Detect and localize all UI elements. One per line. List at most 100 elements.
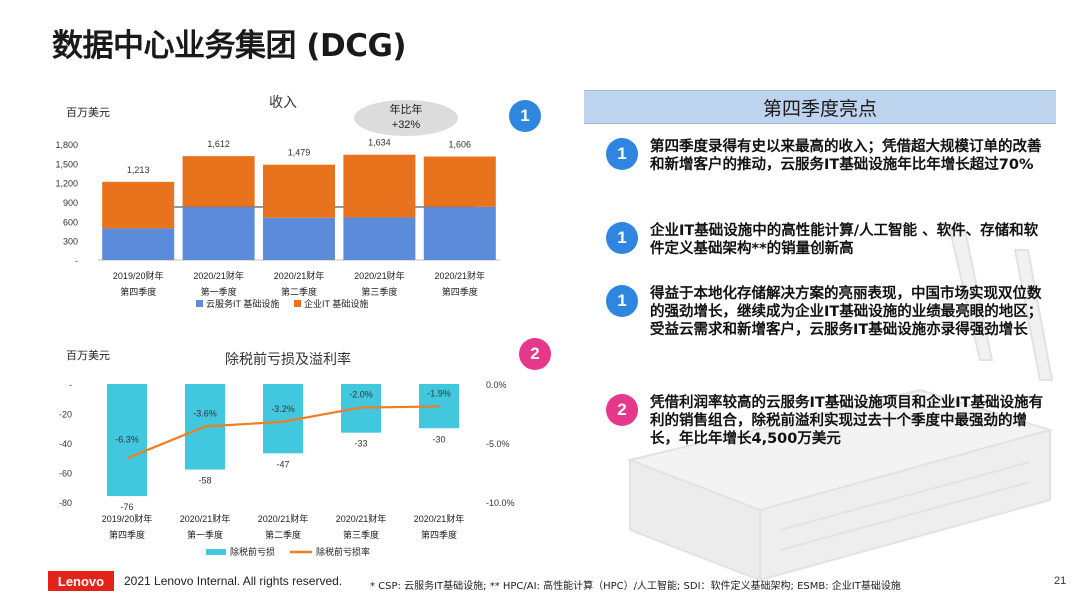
y-tick-label: 1,200 [55, 179, 78, 189]
y-tick-label: 1,500 [55, 159, 78, 169]
legend-label: 云服务IT 基础设施 [206, 298, 279, 309]
x-tick-label: 第二季度 [281, 286, 317, 297]
x-tick-label: 2020/21财年 [336, 513, 387, 524]
highlight-badge: 1 [606, 138, 638, 170]
server-image [626, 229, 1054, 582]
x-tick-label: 2020/21财年 [435, 270, 486, 281]
revenue-bar-segment [102, 181, 175, 229]
pti-chart: 除税前亏损及溢利率 - -20 -40 -60 -80 0.0% -5.0% -10.0% -76… [59, 351, 515, 557]
revenue-bar-segment [343, 217, 416, 260]
y2-tick-label: 0.0% [486, 380, 507, 390]
x-tick-label: 2020/21财年 [193, 270, 244, 281]
page-title: 数据中心业务集团 (DCG) [52, 28, 407, 64]
pti-line-label: -6.3% [115, 434, 139, 444]
legend-label: 除税前亏损 [230, 546, 275, 557]
x-tick-label: 第四季度 [421, 529, 457, 540]
revenue-total-label: 1,479 [288, 148, 311, 158]
pti-bar-label: -76 [120, 502, 133, 512]
footer-copyright: 2021 Lenovo Internal. All rights reserve… [124, 574, 343, 588]
revenue-bar-segment [102, 228, 175, 260]
highlight-text: 凭借利润率较高的云服务IT基础设施项目和企业IT基础设施有利的销售组合，除税前溢… [650, 395, 1044, 447]
pti-bar-label: -58 [198, 476, 211, 486]
revenue-total-label: 1,612 [207, 139, 230, 149]
x-tick-label: 第一季度 [201, 286, 237, 297]
highlight-badge: 2 [606, 394, 638, 426]
pti-badge-2: 2 [519, 338, 551, 370]
revenue-chart: 年比年 +32% 收入 - 300 600 900 1,200 1,500 1,800 1,21… [55, 94, 500, 309]
y-tick-label: 600 [63, 217, 78, 227]
highlight-item: 2 凭借利润率较高的云服务IT基础设施项目和企业IT基础设施有利的销售组合，除税… [606, 394, 1056, 448]
revenue-bar-segment [182, 156, 255, 207]
legend-label: 企业IT 基础设施 [304, 298, 368, 309]
revenue-badge-1: 1 [509, 100, 541, 132]
highlight-text: 得益于本地化存储解决方案的亮丽表现，中国市场实现双位数的强劲增长，继续成为企业I… [650, 286, 1043, 338]
revenue-chart-title: 收入 [269, 94, 297, 110]
pti-margin-line [126, 405, 440, 460]
pti-line-label: -3.2% [271, 404, 295, 414]
legend-swatch [196, 300, 203, 307]
legend-swatch [294, 300, 301, 307]
footer-note: * CSP: 云服务IT基础设施; ** HPC/AI: 高性能计算（HPC）/… [370, 581, 901, 592]
x-tick-label: 第四季度 [120, 286, 156, 297]
y-tick-label: 300 [63, 237, 78, 247]
pti-line-label: -2.0% [349, 390, 373, 400]
x-tick-label: 第三季度 [343, 529, 379, 540]
pti-bar-label: -33 [354, 439, 367, 449]
yoy-oval [354, 100, 458, 136]
highlights-banner: 第四季度亮点 [584, 90, 1056, 124]
x-tick-label: 2019/20财年 [102, 513, 153, 524]
highlight-badge: 1 [606, 285, 638, 317]
pti-bar-label: -47 [276, 459, 289, 469]
y-tick-label: 900 [63, 198, 78, 208]
revenue-unit-label: 百万美元 [66, 106, 110, 119]
revenue-bar-segment [423, 156, 496, 207]
y-tick-label: -20 [59, 410, 72, 420]
y2-tick-label: -10.0% [486, 498, 515, 508]
pti-chart-title: 除税前亏损及溢利率 [225, 351, 351, 367]
x-tick-label: 第二季度 [265, 529, 301, 540]
pti-unit-label: 百万美元 [66, 349, 110, 362]
revenue-bar-segment [263, 164, 335, 218]
pti-bar [107, 384, 147, 497]
pti-line-label: -3.6% [193, 408, 217, 418]
yoy-label: 年比年 [390, 102, 423, 116]
x-tick-label: 第三季度 [361, 286, 397, 297]
lenovo-logo: Lenovo [48, 571, 114, 591]
revenue-total-label: 1,213 [127, 165, 150, 175]
highlight-item: 1 得益于本地化存储解决方案的亮丽表现，中国市场实现双位数的强劲增长，继续成为企… [606, 285, 1056, 339]
y-tick-label: - [69, 380, 72, 390]
y-tick-label: -40 [59, 439, 72, 449]
pti-bar-label: -30 [432, 434, 445, 444]
revenue-bar-segment [182, 206, 255, 260]
legend-label: 除税前亏损率 [316, 546, 370, 557]
highlight-item: 1 企业IT基础设施中的高性能计算/人工智能 、软件、存储和软件定义基础架构**… [606, 222, 1056, 258]
y-tick-label: -80 [59, 498, 72, 508]
y2-tick-label: -5.0% [486, 439, 510, 449]
revenue-total-label: 1,606 [449, 140, 472, 150]
x-tick-label: 2020/21财年 [180, 513, 231, 524]
revenue-bar-segment [263, 217, 335, 260]
x-tick-label: 第四季度 [109, 529, 145, 540]
x-tick-label: 2020/21财年 [258, 513, 309, 524]
highlights-title: 第四季度亮点 [762, 97, 877, 120]
x-tick-label: 2020/21财年 [354, 270, 405, 281]
revenue-bar-segment [343, 154, 416, 218]
x-tick-label: 第一季度 [187, 529, 223, 540]
highlight-badge: 1 [606, 222, 638, 254]
legend-swatch [206, 549, 226, 555]
x-tick-label: 2020/21财年 [414, 513, 465, 524]
page-number: 21 [1054, 575, 1067, 587]
highlight-text: 企业IT基础设施中的高性能计算/人工智能 、软件、存储和软件定义基础架构**的销… [650, 223, 1039, 257]
y-tick-label: - [75, 256, 78, 266]
y-tick-label: 1,800 [55, 140, 78, 150]
y-tick-label: -60 [59, 469, 72, 479]
revenue-total-label: 1,634 [368, 138, 391, 148]
pti-line-label: -1.9% [427, 388, 451, 398]
highlight-item: 1 第四季度录得有史以来最高的收入；凭借超大规模订单的改善和新增客户的推动，云服… [606, 138, 1056, 174]
revenue-bar-segment [423, 206, 496, 260]
x-tick-label: 2020/21财年 [274, 270, 325, 281]
highlight-text: 第四季度录得有史以来最高的收入；凭借超大规模订单的改善和新增客户的推动，云服务I… [650, 139, 1042, 173]
yoy-value: +32% [392, 119, 421, 131]
x-tick-label: 2019/20财年 [113, 270, 164, 281]
x-tick-label: 第四季度 [442, 286, 478, 297]
